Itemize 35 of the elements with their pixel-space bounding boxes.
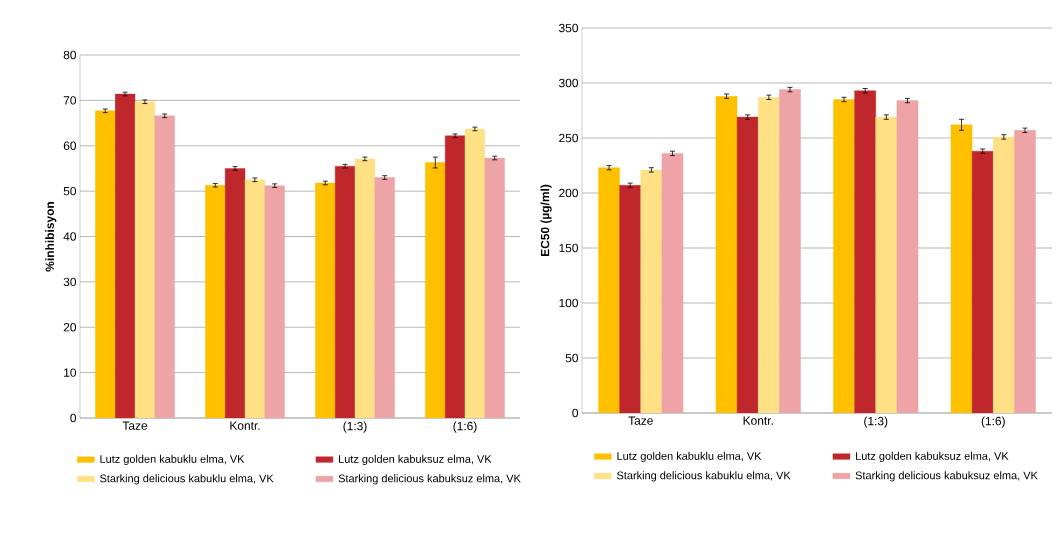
x-tick-label: Kontr.: [743, 416, 773, 425]
x-tick-label: (1:3): [343, 421, 367, 433]
y-tick-label: 100: [559, 298, 579, 308]
x-tick-label: (1:6): [981, 416, 1005, 428]
y-axis-title: EC50 (µg/ml): [540, 184, 552, 257]
y-tick-label: 250: [559, 133, 579, 143]
x-tick-label: (1:6): [453, 421, 477, 433]
legend-label: Lutz golden kabuklu elma, VK: [100, 454, 245, 466]
y-tick-label: 350: [558, 23, 579, 33]
x-tick-label: Taze: [122, 421, 148, 430]
y-tick-label: 10: [64, 368, 77, 377]
y-tick-label: 50: [63, 186, 77, 196]
legend-label: Starking delicious kabuksuz elma, VK: [855, 471, 1038, 482]
y-axis-title: %inhibisyon: [45, 202, 57, 272]
y-tick-label: 80: [63, 50, 77, 60]
y-tick-label: 50: [565, 353, 579, 363]
y-tick-label: 150: [559, 243, 579, 253]
legend-label: Lutz golden kabuksuz elma, VK: [339, 454, 492, 466]
y-tick-label: 70: [63, 96, 77, 105]
legend-label: Starking delicious kabuklu elma, VK: [100, 474, 274, 485]
y-tick-label: 300: [558, 78, 579, 88]
x-tick-label: Taze: [628, 416, 653, 425]
y-tick-label: 200: [559, 188, 579, 198]
legend-label: Starking delicious kabuksuz elma, VK: [338, 474, 521, 485]
legend-label: Starking delicious kabuklu elma, VK: [617, 471, 791, 482]
y-tick-label: 20: [63, 323, 77, 332]
x-tick-label: (1:3): [864, 416, 888, 428]
x-tick-label: Kontr.: [230, 421, 260, 430]
y-tick-label: 30: [63, 277, 77, 287]
y-tick-label: 0: [70, 413, 77, 423]
y-tick-label: 40: [63, 232, 77, 241]
y-tick-label: 0: [572, 408, 579, 418]
legend-label: Lutz golden kabuklu elma, VK: [617, 451, 762, 463]
y-tick-label: 60: [63, 141, 77, 150]
legend-label: Lutz golden kabuksuz elma, VK: [856, 451, 1009, 463]
